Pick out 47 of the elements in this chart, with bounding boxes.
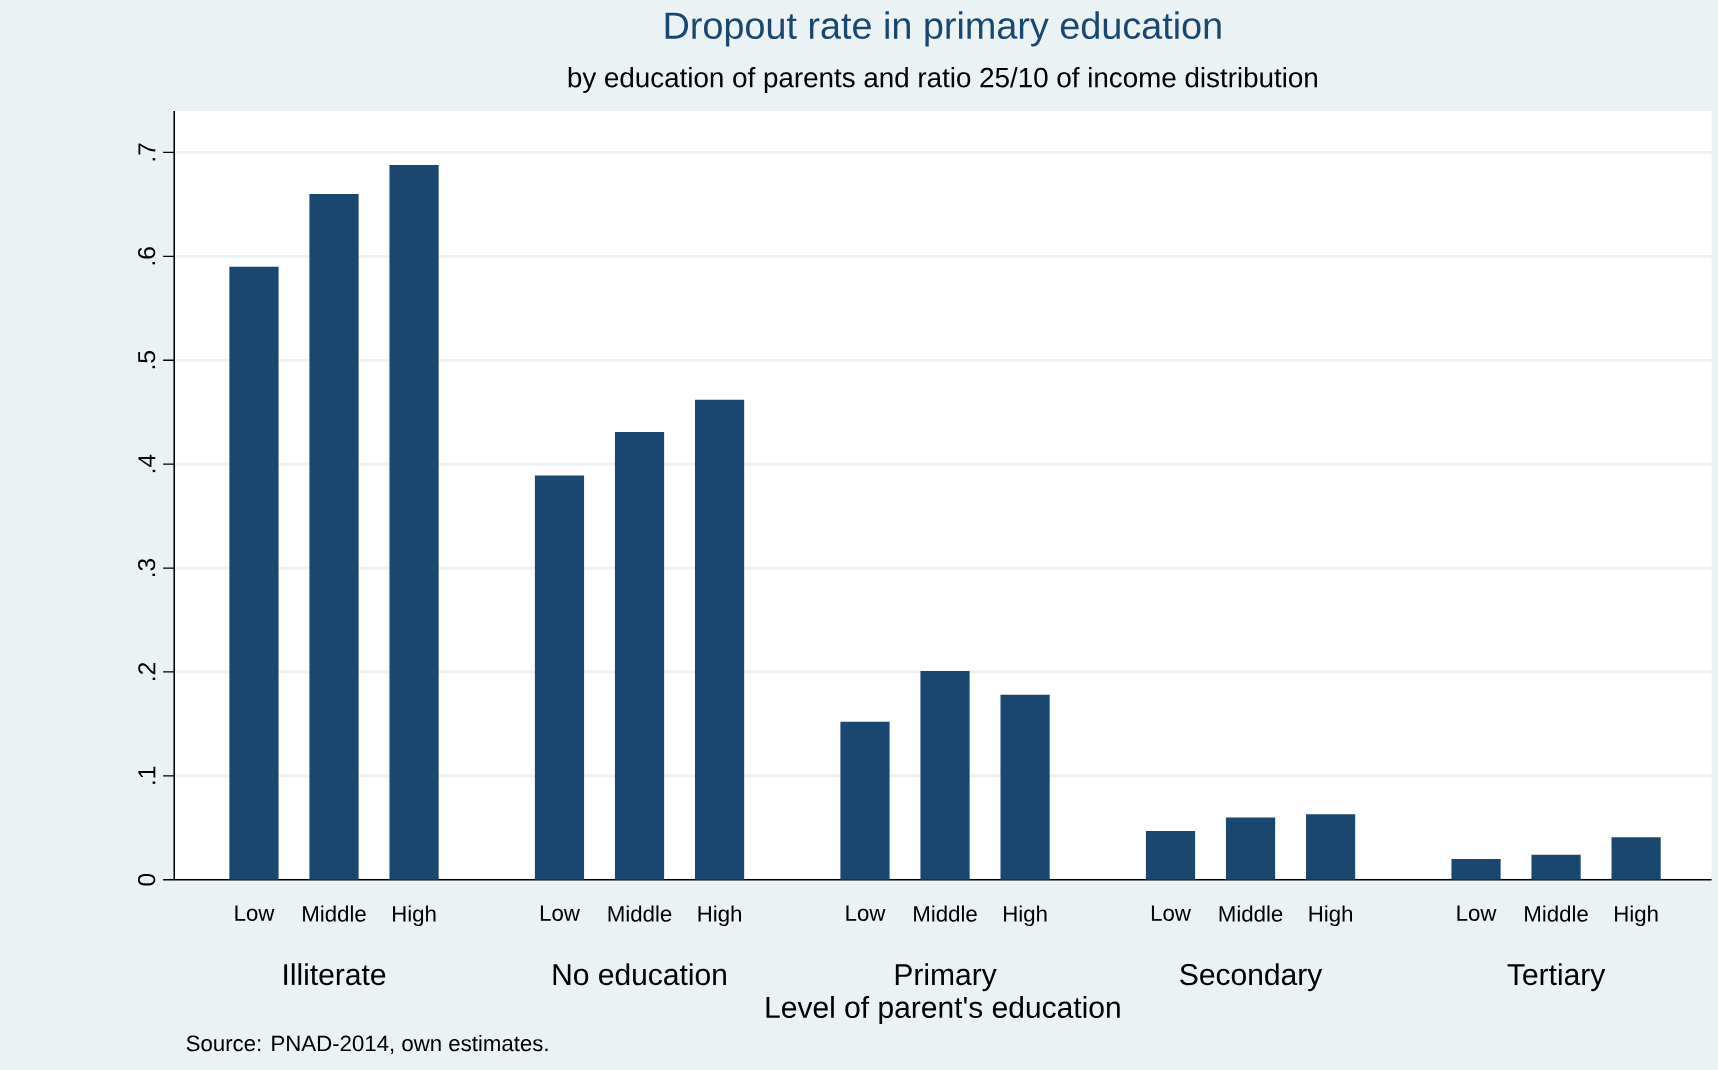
x-tick-label: Primary	[895, 963, 997, 992]
text: High	[1615, 905, 1658, 927]
y-tick-label: 0	[137, 873, 156, 886]
y-tick-label: .1	[138, 766, 156, 784]
text: Low	[846, 905, 886, 921]
text: Low	[540, 905, 580, 921]
bar	[1145, 830, 1196, 880]
x-tick-label: Tertiary	[1507, 963, 1606, 992]
bar	[1306, 814, 1356, 880]
bar	[1225, 817, 1276, 880]
series-label: High	[393, 905, 436, 927]
text: High	[1309, 905, 1352, 927]
series-label: Low	[235, 905, 275, 921]
text: Middle	[1219, 905, 1283, 922]
x-tick-label: Secondary	[1180, 963, 1323, 992]
text: Low	[1457, 905, 1497, 921]
bar	[534, 475, 585, 880]
chart-subtitle: by education of parents and ratio 25/10 of income distribution	[568, 67, 1317, 93]
text: High	[698, 905, 741, 927]
bar	[694, 399, 745, 880]
y-tick-label: .3	[137, 558, 156, 577]
text: High	[1004, 905, 1047, 927]
bar	[1531, 854, 1581, 880]
bar	[614, 431, 665, 880]
bar	[309, 194, 359, 880]
bar	[229, 266, 279, 880]
x-axis-title: Level of parent's education	[766, 995, 1120, 1024]
text: Middle	[303, 905, 366, 922]
bar	[840, 721, 890, 880]
text: Middle	[914, 905, 977, 922]
series-label: Middle	[608, 905, 672, 922]
chart-title: Dropout rate in primary education	[665, 11, 1221, 47]
bar	[1451, 858, 1501, 880]
x-tick-label: Illiterate	[284, 963, 386, 986]
bar	[920, 670, 970, 880]
x-tick-label: No education	[553, 963, 726, 986]
bar	[1000, 694, 1050, 880]
bar	[389, 164, 439, 880]
source-note: Source: PNAD-2014, own estimates.	[186, 1034, 548, 1054]
y-tick-label: .6	[137, 247, 156, 265]
text: Low	[1151, 905, 1191, 921]
y-tick-label: .2	[138, 662, 156, 680]
y-tick-label: .4	[138, 454, 156, 473]
text: Middle	[1525, 905, 1588, 922]
y-tick-label: .5	[138, 351, 156, 369]
y-tick-label: .7	[138, 143, 156, 161]
bar	[1611, 837, 1661, 880]
